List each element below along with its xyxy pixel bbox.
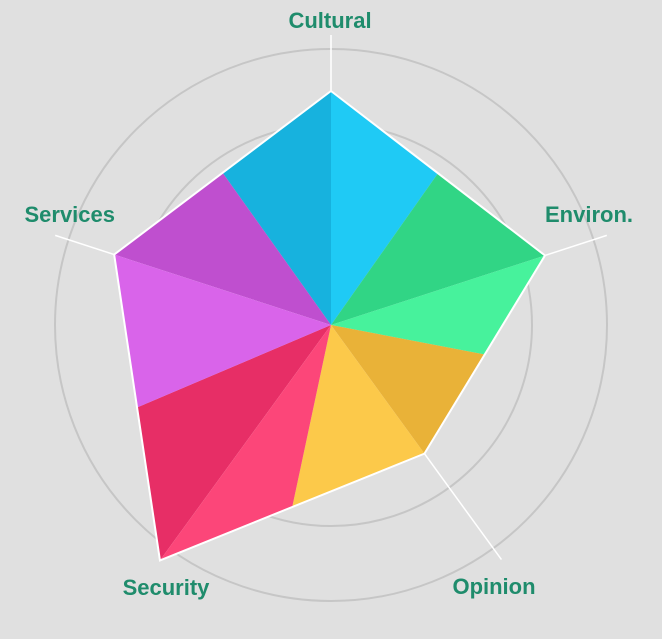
data-wedges xyxy=(114,91,545,561)
axis-label-cultural: Cultural xyxy=(288,8,371,33)
wedge-opinion-b xyxy=(331,325,485,454)
axis-label-security: Security xyxy=(123,575,211,600)
axis-label-opinion: Opinion xyxy=(452,574,535,599)
data-polygon-outline xyxy=(113,89,547,562)
wedge-environ-a xyxy=(331,255,545,355)
axis-label-services: Services xyxy=(24,202,115,227)
wedge-services-a xyxy=(114,172,331,325)
wedge-cultural-a xyxy=(331,91,438,325)
wedge-opinion-a xyxy=(292,325,425,508)
data-outline xyxy=(113,89,547,562)
wedge-environ-b xyxy=(331,173,545,325)
wedge-security-a xyxy=(137,325,331,561)
wedge-security-b xyxy=(159,325,331,561)
wedge-cultural-b xyxy=(222,91,331,325)
wedge-services-b xyxy=(114,254,331,408)
axis-labels: Cultural Environ. Opinion Security Servi… xyxy=(24,8,633,600)
axis-label-environ: Environ. xyxy=(545,202,633,227)
